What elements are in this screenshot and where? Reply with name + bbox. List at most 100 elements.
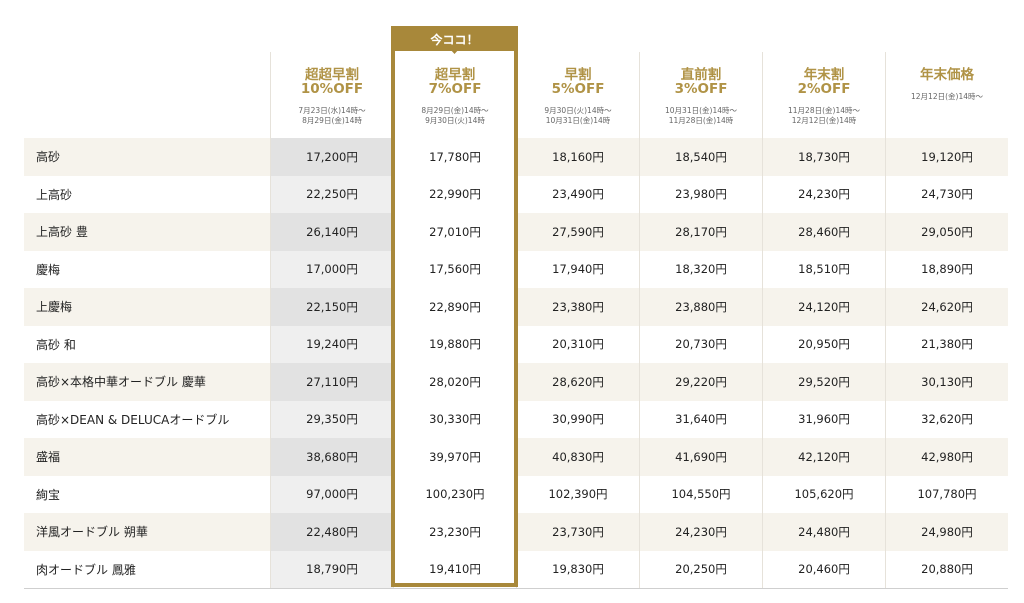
price-cell: 28,460円 <box>762 213 885 251</box>
table-row: 絢宝 97,000円 100,230円 102,390円 104,550円 105,620… <box>24 475 1008 513</box>
price-cell: 26,140円 <box>270 213 393 251</box>
price-cell: 24,980円 <box>885 513 1008 551</box>
price-cell: 28,620円 <box>516 363 639 401</box>
product-name: 肉オードブル 鳳雅 <box>36 562 136 577</box>
price-cell: 30,130円 <box>885 363 1008 401</box>
price-cell: 18,160円 <box>516 138 639 176</box>
price-cell: 21,380円 <box>885 325 1008 363</box>
column-dates: 7月23日(水)14時〜 8月29日(金)14時 <box>298 106 366 125</box>
product-name: 洋風オードブル 朔華 <box>36 525 148 540</box>
price-cell: 18,890円 <box>885 250 1008 288</box>
product-name: 上高砂 <box>36 187 73 202</box>
price-cell: 17,780円 <box>393 138 516 176</box>
price-cell: 24,480円 <box>762 513 885 551</box>
price-cell: 31,960円 <box>762 400 885 438</box>
column-dates: 8月29日(金)14時〜 9月30日(火)14時 <box>421 106 489 125</box>
product-name: 高砂 和 <box>36 337 76 352</box>
price-cell: 105,620円 <box>762 475 885 513</box>
price-cell: 27,110円 <box>270 363 393 401</box>
price-cell: 29,220円 <box>639 363 762 401</box>
table-row: 高砂 17,200円 17,780円 18,160円 18,540円 18,730円 19,… <box>24 138 1008 176</box>
table-row: 上高砂 豊 26,140円 27,010円 27,590円 28,170円 28,460円… <box>24 213 1008 251</box>
price-cell: 23,230円 <box>393 513 516 551</box>
price-cell: 20,880円 <box>885 550 1008 588</box>
price-cell: 20,730円 <box>639 325 762 363</box>
product-name: 絢宝 <box>36 487 61 502</box>
price-cell: 41,690円 <box>639 438 762 476</box>
price-cell: 107,780円 <box>885 475 1008 513</box>
price-cell: 22,150円 <box>270 288 393 326</box>
price-cell: 28,020円 <box>393 363 516 401</box>
price-cell: 31,640円 <box>639 400 762 438</box>
price-cell: 17,560円 <box>393 250 516 288</box>
table-body: 高砂 17,200円 17,780円 18,160円 18,540円 18,730円 19,… <box>24 138 1008 589</box>
price-cell: 24,230円 <box>762 175 885 213</box>
product-name: 高砂×本格中華オードブル 慶華 <box>36 375 206 390</box>
price-cell: 23,880円 <box>639 288 762 326</box>
price-cell: 22,250円 <box>270 175 393 213</box>
table-row: 高砂×本格中華オードブル 慶華 27,110円 28,020円 28,620円 29,2… <box>24 363 1008 401</box>
table-row: 洋風オードブル 朔華 22,480円 23,230円 23,730円 24,230円 24… <box>24 513 1008 551</box>
price-cell: 18,510円 <box>762 250 885 288</box>
price-cell: 32,620円 <box>885 400 1008 438</box>
price-cell: 42,980円 <box>885 438 1008 476</box>
table-row: 慶梅 17,000円 17,560円 17,940円 18,320円 18,510円 18,… <box>24 250 1008 288</box>
price-cell: 27,010円 <box>393 213 516 251</box>
price-cell: 24,620円 <box>885 288 1008 326</box>
price-cell: 23,490円 <box>516 175 639 213</box>
price-cell: 19,410円 <box>393 550 516 588</box>
price-cell: 27,590円 <box>516 213 639 251</box>
column-title: 直前割 3%OFF <box>674 67 728 97</box>
price-cell: 20,950円 <box>762 325 885 363</box>
price-cell: 29,520円 <box>762 363 885 401</box>
price-cell: 18,730円 <box>762 138 885 176</box>
column-header: 年末価格 12月12日(金)14時〜 <box>885 52 1008 138</box>
column-header: 年末割 2%OFF 11月28日(金)14時〜 12月12日(金)14時 <box>762 52 885 138</box>
price-cell: 24,230円 <box>639 513 762 551</box>
column-header: 超早割 7%OFF 8月29日(金)14時〜 9月30日(火)14時 <box>393 52 516 138</box>
price-cell: 17,000円 <box>270 250 393 288</box>
price-cell: 19,880円 <box>393 325 516 363</box>
price-cell: 18,790円 <box>270 550 393 588</box>
badge-label: 今ココ！ <box>430 33 479 47</box>
column-dates: 11月28日(金)14時〜 12月12日(金)14時 <box>788 106 860 125</box>
price-cell: 20,310円 <box>516 325 639 363</box>
column-title: 年末価格 <box>920 67 974 83</box>
price-cell: 22,990円 <box>393 175 516 213</box>
column-dates: 12月12日(金)14時〜 <box>911 92 983 101</box>
product-name: 上高砂 豊 <box>36 225 88 240</box>
price-cell: 38,680円 <box>270 438 393 476</box>
header-corner <box>24 52 270 138</box>
price-cell: 18,320円 <box>639 250 762 288</box>
price-cell: 42,120円 <box>762 438 885 476</box>
product-name: 盛福 <box>36 450 61 465</box>
product-name: 高砂×DEAN & DELUCAオードブル <box>36 412 230 427</box>
price-cell: 19,240円 <box>270 325 393 363</box>
price-cell: 19,120円 <box>885 138 1008 176</box>
column-title: 年末割 2%OFF <box>797 67 851 97</box>
price-cell: 18,540円 <box>639 138 762 176</box>
column-dates: 10月31日(金)14時〜 11月28日(金)14時 <box>665 106 737 125</box>
price-cell: 23,980円 <box>639 175 762 213</box>
table-row: 上慶梅 22,150円 22,890円 23,380円 23,880円 24,120円 24… <box>24 288 1008 326</box>
price-cell: 19,830円 <box>516 550 639 588</box>
price-cell: 24,120円 <box>762 288 885 326</box>
price-cell: 29,050円 <box>885 213 1008 251</box>
price-cell: 20,460円 <box>762 550 885 588</box>
price-cell: 20,250円 <box>639 550 762 588</box>
price-cell: 23,380円 <box>516 288 639 326</box>
price-cell: 30,330円 <box>393 400 516 438</box>
price-cell: 29,350円 <box>270 400 393 438</box>
price-cell: 100,230円 <box>393 475 516 513</box>
price-cell: 97,000円 <box>270 475 393 513</box>
price-cell: 39,970円 <box>393 438 516 476</box>
column-title: 超超早割 10%OFF <box>300 67 364 97</box>
table-header: 超超早割 10%OFF 7月23日(水)14時〜 8月29日(金)14時 超早割… <box>24 52 1008 138</box>
column-header: 直前割 3%OFF 10月31日(金)14時〜 11月28日(金)14時 <box>639 52 762 138</box>
table-row: 高砂 和 19,240円 19,880円 20,310円 20,730円 20,950円 2… <box>24 325 1008 363</box>
product-name: 慶梅 <box>36 262 61 277</box>
price-cell: 22,890円 <box>393 288 516 326</box>
price-cell: 102,390円 <box>516 475 639 513</box>
price-cell: 30,990円 <box>516 400 639 438</box>
column-title: 超早割 7%OFF <box>428 67 482 97</box>
